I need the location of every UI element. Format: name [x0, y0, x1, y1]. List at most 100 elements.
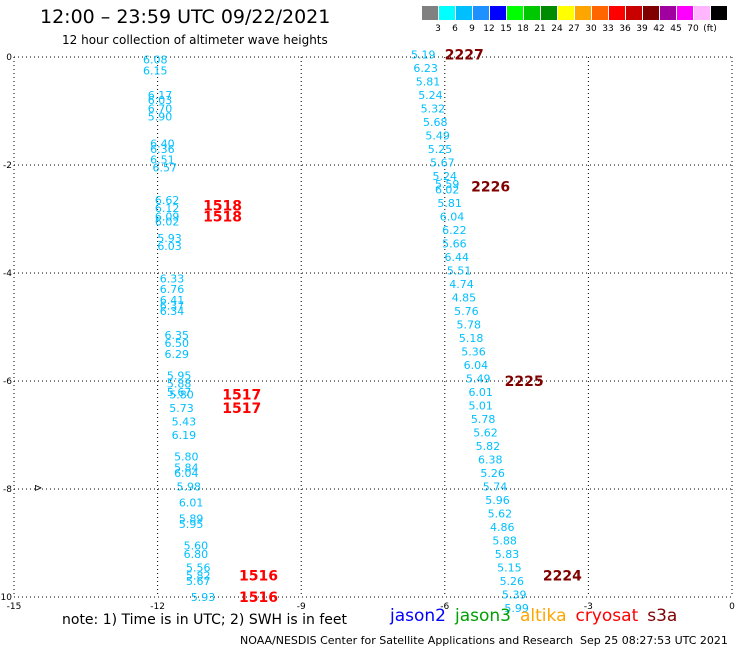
swh-value: 5.32 — [421, 102, 446, 115]
swh-value: 6.03 — [148, 94, 173, 107]
track-label: 1518 — [203, 199, 242, 215]
track-label: 1517 — [222, 401, 261, 417]
colorbar-swatch — [507, 6, 523, 20]
track-label: 2227 — [445, 47, 484, 63]
colorbar-label: 3 — [435, 24, 441, 34]
swh-value: 6.44 — [445, 251, 470, 264]
y-tick-label: -2 — [3, 161, 12, 171]
colorbar-swatch — [524, 6, 540, 20]
swh-value: 5.82 — [476, 440, 501, 453]
swh-value: 6.08 — [143, 54, 168, 67]
swh-value: 5.76 — [454, 305, 479, 318]
colorbar-swatch — [558, 6, 574, 20]
track-label: 1517 — [222, 388, 261, 404]
y-tick-label: -8 — [3, 485, 12, 495]
swh-value: 5.98 — [176, 480, 201, 493]
colorbar-swatch — [643, 6, 659, 20]
swh-value: 5.89 — [179, 513, 204, 526]
swh-value: 5.18 — [459, 332, 484, 345]
swh-value: 5.01 — [468, 399, 493, 412]
colorbar-label: 70 — [687, 24, 699, 34]
swh-value: 5.82 — [186, 569, 211, 582]
swh-value: 4.86 — [490, 521, 515, 534]
swh-value: 6.37 — [160, 299, 185, 312]
swh-value: 5.80 — [169, 389, 194, 402]
swh-value: 5.62 — [488, 507, 513, 520]
colorbar-label: 21 — [534, 24, 546, 34]
swh-value: 5.68 — [423, 116, 448, 129]
swh-value: 6.12 — [155, 202, 180, 215]
swh-value: 6.57 — [153, 162, 178, 175]
swh-value: 5.66 — [442, 237, 467, 250]
grid-lines — [13, 56, 733, 598]
swh-value: 6.35 — [164, 329, 189, 342]
swh-value: 5.95 — [167, 370, 192, 383]
x-tick-label: -12 — [150, 602, 165, 612]
swh-value: 5.59 — [435, 178, 460, 191]
colorbar-swatch — [694, 6, 710, 20]
swh-value: 5.99 — [504, 602, 529, 615]
colorbar-swatch — [677, 6, 693, 20]
legend-cryosat: cryosat — [575, 606, 639, 626]
swh-value: 6.36 — [150, 143, 175, 156]
swh-value: 6.23 — [413, 62, 438, 75]
colorbar-swatch — [473, 6, 489, 20]
swh-value: 6.41 — [160, 294, 185, 307]
swh-value: 5.67 — [167, 386, 192, 399]
swh-value: 5.15 — [497, 561, 522, 574]
colorbar-swatch — [660, 6, 676, 20]
colorbar-swatch — [575, 6, 591, 20]
swh-value: 6.04 — [174, 467, 199, 480]
x-tick-label: 0 — [729, 602, 735, 612]
timestamp-line: Sep 25 08:27:53 UTC 2021 — [580, 634, 728, 647]
colorbar-swatch — [592, 6, 608, 20]
swh-value: 5.93 — [191, 591, 216, 604]
swh-value: 5.73 — [169, 402, 194, 415]
origin-marker: ⊳ — [34, 483, 42, 494]
swh-value: 5.67 — [430, 156, 455, 169]
swh-value: 5.49 — [425, 129, 450, 142]
colorbar-swatch — [711, 6, 727, 20]
swh-value: 5.84 — [174, 461, 199, 474]
swh-value: 5.51 — [447, 264, 472, 277]
chart-subtitle: 12 hour collection of altimeter wave hei… — [62, 33, 328, 47]
swh-value: 5.81 — [416, 75, 441, 88]
swh-value: 6.02 — [155, 216, 180, 229]
swh-value: 5.39 — [502, 588, 527, 601]
units-note: note: 1) Time is in UTC; 2) SWH is in fe… — [62, 612, 348, 628]
swh-value: 5.25 — [428, 143, 453, 156]
swh-value: 6.33 — [160, 272, 185, 285]
y-tick-label: -6 — [3, 377, 12, 387]
swh-value: 5.95 — [179, 518, 204, 531]
swh-value: 5.19 — [411, 48, 436, 61]
swh-value: 5.24 — [418, 89, 443, 102]
swh-value: 5.26 — [500, 575, 525, 588]
swh-value: 5.24 — [433, 170, 458, 183]
swh-value: 6.09 — [155, 210, 180, 223]
swh-value: 6.80 — [184, 548, 209, 561]
swh-value: 5.83 — [495, 548, 520, 561]
swh-value: 6.70 — [148, 102, 173, 115]
colorbar-label: 9 — [469, 24, 475, 34]
swh-value: 5.78 — [456, 318, 481, 331]
track-label: 1516 — [239, 590, 278, 606]
swh-value: 5.56 — [186, 561, 211, 574]
y-tick-label: -4 — [3, 269, 12, 279]
swh-value: 5.49 — [466, 372, 491, 385]
colorbar-label: 12 — [483, 24, 495, 34]
swh-value: 6.17 — [148, 89, 173, 102]
colorbar-label: 45 — [670, 24, 682, 34]
axis-tick-labels: -15 -12 -9 -6 -3 0 0 -2 -4 -6 -8 -10 — [0, 53, 735, 612]
swh-value: 6.34 — [160, 305, 185, 318]
x-tick-label: -9 — [297, 602, 306, 612]
swh-value: 6.03 — [157, 240, 182, 253]
x-tick-label: -15 — [7, 602, 22, 612]
swh-value: 6.22 — [442, 224, 467, 237]
swh-value: 5.26 — [480, 467, 505, 480]
x-tick-label: -6 — [440, 602, 449, 612]
swh-value: 5.43 — [172, 416, 197, 429]
legend-s3a: s3a — [647, 606, 678, 626]
credit-line: NOAA/NESDIS Center for Satellite Applica… — [240, 634, 574, 647]
